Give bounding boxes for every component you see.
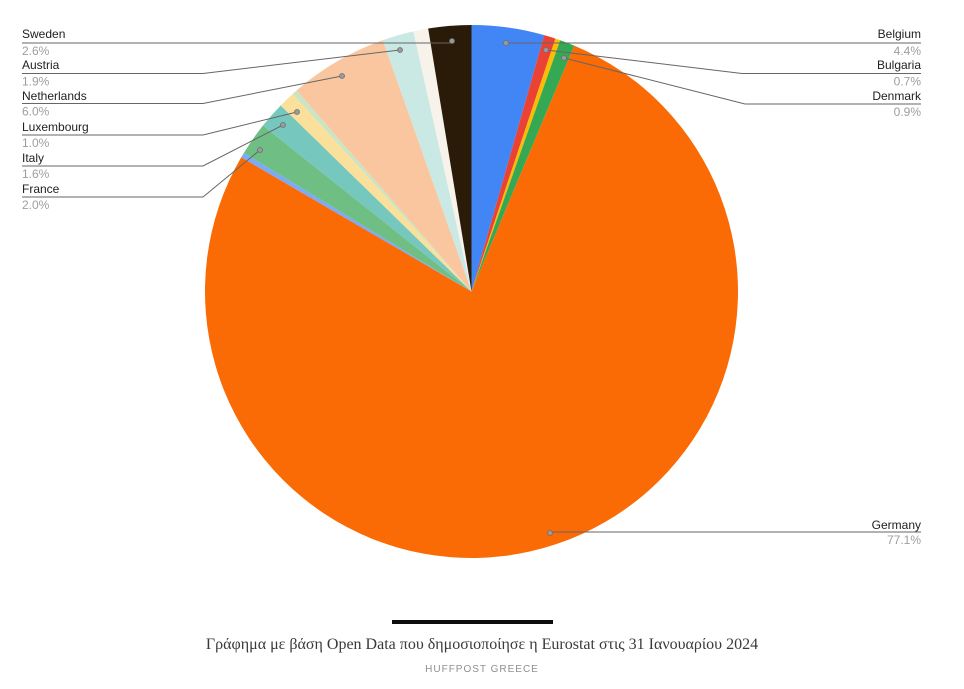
luxembourg-anchor-dot — [294, 109, 300, 115]
pie-slice-italy[interactable] — [262, 105, 472, 292]
caption-divider-bar — [392, 620, 553, 624]
netherlands-anchor-dot — [339, 73, 345, 79]
netherlands-leader-line — [22, 75, 343, 104]
france-pct-label: 2.0% — [22, 198, 50, 212]
denmark-pct-label: 0.9% — [894, 105, 922, 119]
sweden-anchor-dot — [449, 38, 455, 44]
pie-slice-belgium[interactable] — [471, 25, 545, 292]
belgium-pct-label: 4.4% — [894, 44, 922, 58]
pie-slice-germany[interactable] — [204, 45, 738, 558]
pie-slice-bulgaria[interactable] — [471, 35, 556, 292]
caption-source: HUFFPOST GREECE — [425, 664, 539, 675]
bulgaria-leader-line — [545, 49, 921, 74]
denmark-label: Denmark — [872, 89, 922, 103]
pie-slice-unlabeled-1[interactable] — [471, 38, 561, 292]
pie-slice-denmark[interactable] — [471, 40, 575, 292]
pie-slice-luxembourg[interactable] — [280, 93, 472, 292]
denmark-leader-line — [563, 57, 921, 105]
sweden-label: Sweden — [22, 27, 65, 41]
sweden-pct-label: 2.6% — [22, 44, 50, 58]
belgium-anchor-dot — [503, 40, 509, 46]
italy-pct-label: 1.6% — [22, 167, 50, 181]
denmark-anchor-dot — [561, 55, 567, 61]
pie-slice-unlabeled-2[interactable] — [241, 152, 472, 292]
pie-slice-unlabeled-4[interactable] — [413, 28, 472, 292]
pie-slice-unlabeled-3[interactable] — [292, 90, 472, 292]
austria-anchor-dot — [397, 47, 403, 53]
pie-slice-austria[interactable] — [382, 31, 472, 292]
austria-leader-line — [22, 49, 401, 74]
netherlands-label: Netherlands — [22, 89, 87, 103]
bulgaria-label: Bulgaria — [877, 58, 921, 72]
france-anchor-dot — [257, 147, 263, 153]
france-leader-line — [22, 149, 261, 198]
luxembourg-pct-label: 1.0% — [22, 136, 50, 150]
bulgaria-anchor-dot — [543, 47, 549, 53]
italy-leader-line — [22, 124, 284, 167]
austria-pct-label: 1.9% — [22, 75, 50, 89]
austria-label: Austria — [22, 58, 60, 72]
netherlands-pct-label: 6.0% — [22, 105, 50, 119]
italy-anchor-dot — [280, 122, 286, 128]
italy-label: Italy — [22, 151, 44, 165]
germany-leader-line — [549, 531, 921, 533]
caption-title: Γράφημα με βάση Open Data που δημοσιοποί… — [205, 636, 759, 653]
germany-label: Germany — [872, 518, 921, 532]
france-label: France — [22, 182, 60, 196]
belgium-label: Belgium — [878, 27, 921, 41]
pie-slice-netherlands[interactable] — [296, 40, 472, 292]
luxembourg-leader-line — [22, 111, 298, 136]
pie-slice-france[interactable] — [243, 125, 472, 292]
luxembourg-label: Luxembourg — [22, 120, 89, 134]
pie-slice-sweden[interactable] — [428, 25, 472, 292]
bulgaria-pct-label: 0.7% — [894, 75, 922, 89]
germany-anchor-dot — [547, 530, 553, 536]
germany-pct-label: 77.1% — [887, 533, 921, 547]
